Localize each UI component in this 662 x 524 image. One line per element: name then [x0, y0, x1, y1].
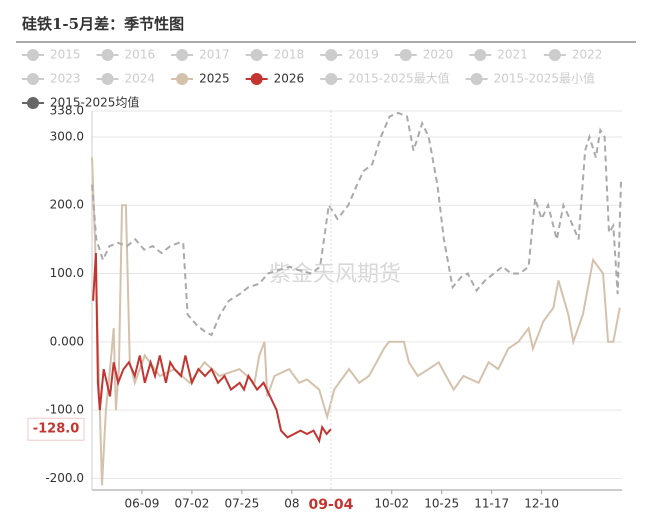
legend-label: 2015-2025最小值	[494, 71, 595, 86]
legend-symbol	[325, 73, 338, 85]
x-tick-label: 10-02	[374, 497, 409, 511]
x-tick-label: 08	[284, 497, 299, 511]
x-tick-label: 06-09	[125, 497, 160, 511]
legend-symbol	[548, 49, 561, 61]
legend-item[interactable]: 2024	[96, 72, 156, 86]
legend-item[interactable]: 2025	[171, 72, 230, 86]
legend-label: 2015-2025均值	[50, 95, 139, 110]
legend-item[interactable]: 2026	[245, 72, 305, 86]
legend-symbol	[27, 73, 39, 85]
legend-item[interactable]: 2021	[469, 48, 528, 62]
legend-label: 2018	[274, 48, 305, 62]
y-tick-label: -200.0	[45, 471, 84, 485]
legend-item[interactable]: 2018	[245, 48, 305, 62]
crosshair-x-label: 09-04	[309, 497, 354, 513]
legend-symbol	[474, 49, 487, 61]
legend-symbol	[399, 49, 412, 61]
crosshair-y-box	[27, 417, 85, 441]
legend-label: 2017	[199, 48, 230, 62]
x-tick-label: 07-02	[174, 497, 209, 511]
crosshair-x-box	[302, 494, 359, 516]
legend-label: 2021	[497, 48, 528, 62]
crosshair-y-label: -128.0	[33, 422, 80, 437]
legend-symbol	[176, 49, 189, 61]
legend-label: 2025	[199, 72, 230, 86]
legend-symbol	[250, 49, 263, 61]
legend-label: 2016	[125, 48, 156, 62]
legend-label: 2022	[572, 48, 603, 62]
legend-symbol	[470, 73, 483, 85]
legend-symbol	[27, 97, 39, 109]
legend-symbol	[250, 73, 263, 85]
legend-item[interactable]: 2017	[171, 48, 230, 62]
legend-symbol	[101, 49, 114, 61]
y-tick-label: 338.0	[50, 104, 84, 118]
legend-symbol	[325, 49, 338, 61]
y-tick-label: 200.0	[50, 198, 84, 212]
y-tick-label: 300.0	[50, 129, 84, 143]
legend-symbol	[27, 49, 39, 61]
y-tick-label: 100.0	[50, 266, 84, 280]
legend-label: 2015	[50, 48, 81, 62]
legend-item[interactable]: 2022	[543, 48, 603, 62]
legend-symbol	[101, 73, 114, 85]
watermark: 紫金天风期货	[269, 262, 401, 287]
y-tick-label: -100.0	[45, 403, 84, 417]
legend-label: 2015-2025最大值	[348, 71, 449, 86]
legend-label: 2026	[274, 72, 305, 86]
series-line	[91, 111, 623, 337]
legend-symbol	[176, 73, 189, 85]
legend-item[interactable]: 2015-2025最小值	[465, 71, 595, 86]
y-tick-label: 0.000	[50, 334, 84, 348]
x-tick-label: 07-25	[224, 497, 259, 511]
legend-label: 2023	[50, 72, 81, 86]
legend-label: 2019	[348, 48, 379, 62]
legend-item[interactable]: 2019	[320, 48, 379, 62]
series-line	[91, 157, 621, 486]
legend-label: 2020	[423, 48, 454, 62]
legend-item[interactable]: 2016	[96, 48, 156, 62]
x-tick-label: 10-25	[424, 497, 459, 511]
x-tick-label: 12-10	[524, 497, 559, 511]
x-tick-label: 11-17	[474, 497, 509, 511]
series-line	[92, 252, 332, 444]
legend-item[interactable]: 2015-2025最大值	[320, 71, 450, 86]
legend-label: 2024	[125, 72, 156, 86]
chart-title: 硅铁1-5月差：季节性图	[22, 15, 184, 33]
legend-item[interactable]: 2015	[22, 48, 81, 62]
legend-item[interactable]: 2015-2025均值	[22, 95, 139, 110]
legend-item[interactable]: 2023	[22, 72, 81, 86]
legend-item[interactable]: 2020	[394, 48, 454, 62]
